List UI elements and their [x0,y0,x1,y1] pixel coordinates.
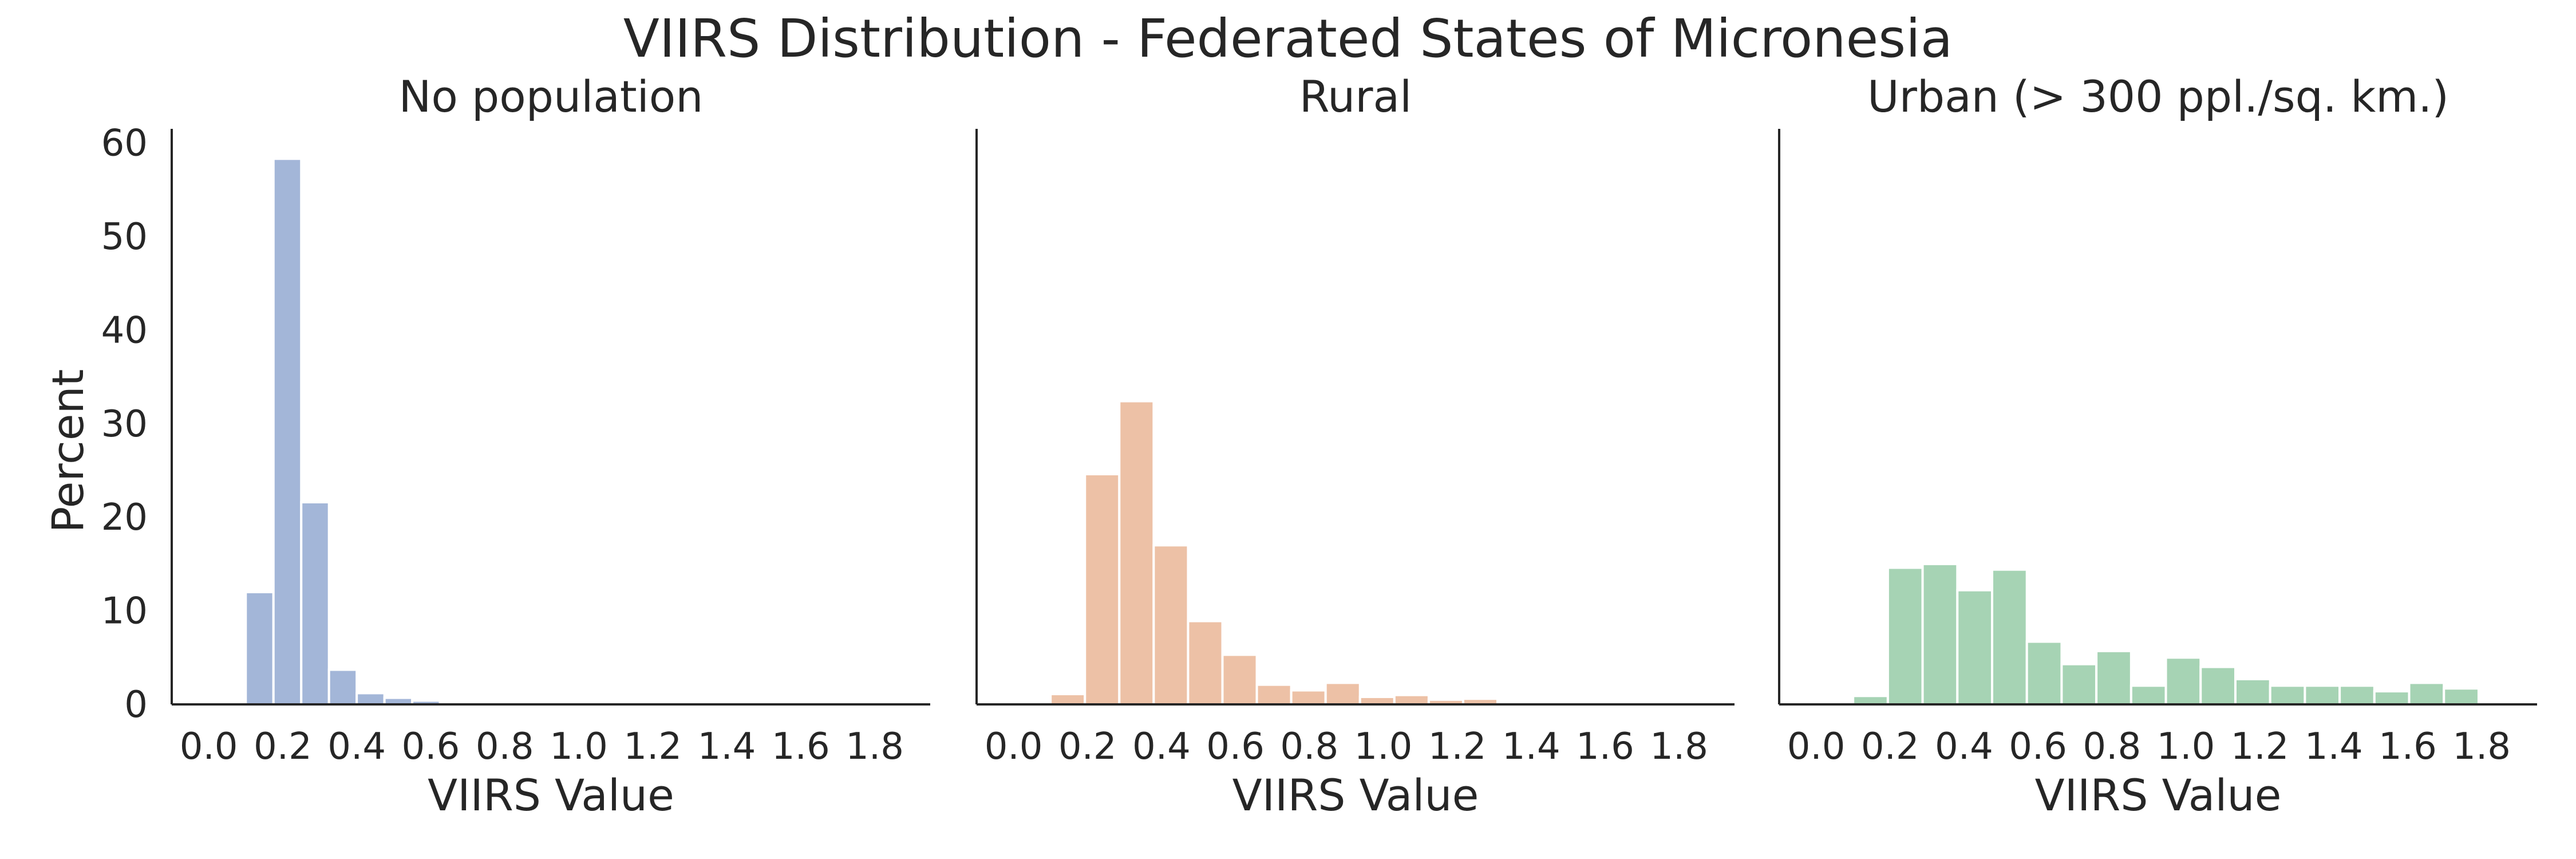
panel-3-histogram-bar[interactable] [2269,684,2306,706]
panel-3-histogram-bar[interactable] [2304,684,2341,706]
panel-3-x-tick-label: 0.8 [2083,726,2141,768]
panel-1-x-tick-label: 1.4 [698,726,756,768]
panel-3-histogram-bar[interactable] [1921,562,1959,706]
panel-3-histogram-bar[interactable] [1956,589,1994,706]
panel-2-title: Rural [1299,71,1412,122]
panel-1-histogram-bar[interactable] [300,501,330,706]
panel-1-y-tick-label: 60 [101,123,148,165]
panel-1-histogram-bar[interactable] [272,157,303,706]
panel-2-x-tick-label: 1.8 [1650,726,1708,768]
panel-3-histogram-bar[interactable] [2443,687,2480,706]
panel-3-histogram-bar[interactable] [2095,649,2132,706]
panel-1-x-tick-label: 0.2 [254,726,312,768]
panel-2-x-tick-label: 1.6 [1576,726,1634,768]
panel-3-title: Urban (> 300 ppl./sq. km.) [1867,71,2449,122]
panel-3-histogram-bar[interactable] [2199,665,2237,706]
panel-1-x-tick-label: 0.4 [327,726,386,768]
panel-1-y-tick-label: 20 [101,497,148,539]
panel-1-y-tick-label: 10 [101,590,148,633]
panel-1-y-tick-label: 30 [101,403,148,446]
panel-2-histogram-bar[interactable] [1324,681,1361,706]
panel-3-histogram-bar[interactable] [1886,566,1924,706]
panel-3-x-tick-label: 0.4 [1935,726,1993,768]
panel-1-x-tick-label: 0.0 [180,726,238,768]
panel-3-x-tick-label: 1.8 [2452,726,2511,768]
panel-3-x-tick-label: 0.2 [1861,726,1919,768]
panel-2-x-tick-label: 0.4 [1132,726,1191,768]
panel-2-histogram-bar[interactable] [1221,653,1258,706]
panel-3-histogram-bar[interactable] [2060,663,2098,706]
panel-2-x-tick-label: 0.2 [1058,726,1117,768]
panel-2-x-tick-label: 0.8 [1280,726,1338,768]
panel-1-x-tick-label: 0.6 [402,726,460,768]
panel-1-x-tick-label: 0.8 [476,726,534,768]
panel-2-x-tick-label: 1.2 [1428,726,1487,768]
panel-2-histogram-bar[interactable] [1152,544,1190,706]
panel-3-histogram-bar[interactable] [2408,681,2445,706]
panel-3-histogram-bar[interactable] [2164,656,2202,706]
panel-1-x-tick-label: 1.0 [550,726,608,768]
panel-3-x-tick-label: 1.4 [2305,726,2363,768]
panel-1-x-axis-label: VIIRS Value [428,770,674,821]
panel-2-x-tick-label: 0.0 [985,726,1043,768]
panel-3-x-tick-label: 1.6 [2379,726,2437,768]
figure-title: VIIRS Distribution - Federated States of… [623,8,1953,69]
panel-2-histogram-bar[interactable] [1084,473,1121,706]
panel-1-y-tick-label: 50 [101,216,148,258]
panel-2-histogram-bar[interactable] [1255,683,1293,706]
panel-2-x-tick-label: 0.6 [1206,726,1265,768]
panel-3-histogram-bar[interactable] [2129,684,2167,706]
panel-3-histogram-bar[interactable] [1991,568,2028,706]
panel-3-histogram-bar[interactable] [2338,684,2376,706]
panel-3-histogram-bar[interactable] [1852,695,1889,706]
panel-1-histogram-bar[interactable] [327,668,358,706]
panel-2-histogram-bar[interactable] [1290,689,1327,706]
panel-3-x-tick-label: 0.0 [1787,726,1846,768]
panel-1-y-tick-label: 40 [101,309,148,352]
panel-1-x-tick-label: 1.2 [623,726,682,768]
panel-2-x-tick-label: 1.0 [1354,726,1413,768]
panel-3-x-axis-label: VIIRS Value [2035,770,2282,821]
panel-1-title: No population [399,71,704,122]
panel-1-x-tick-label: 1.6 [772,726,830,768]
panel-2-x-tick-label: 1.4 [1502,726,1560,768]
panel-1-histogram-bar[interactable] [355,692,386,706]
panel-2-x-axis-label: VIIRS Value [1232,770,1479,821]
panel-3-histogram-bar[interactable] [2025,640,2063,706]
panel-2-histogram-bar[interactable] [1118,400,1155,706]
panel-1-x-tick-label: 1.8 [846,726,904,768]
panel-1-histogram-bar[interactable] [244,590,275,706]
panel-3-histogram-bar[interactable] [2234,677,2271,706]
panel-3-histogram-bar[interactable] [2373,690,2411,706]
panel-3-x-tick-label: 0.6 [2009,726,2067,768]
panel-2-histogram-bar[interactable] [1393,693,1430,706]
panel-2-histogram-bar[interactable] [1187,620,1224,706]
panel-2-histogram-bar[interactable] [1049,693,1086,706]
panel-1-y-tick-label: 0 [124,684,148,726]
panel-3-x-tick-label: 1.2 [2231,726,2289,768]
panel-3-x-tick-label: 1.0 [2157,726,2215,768]
panel-1-y-axis-label: Percent [42,369,93,533]
